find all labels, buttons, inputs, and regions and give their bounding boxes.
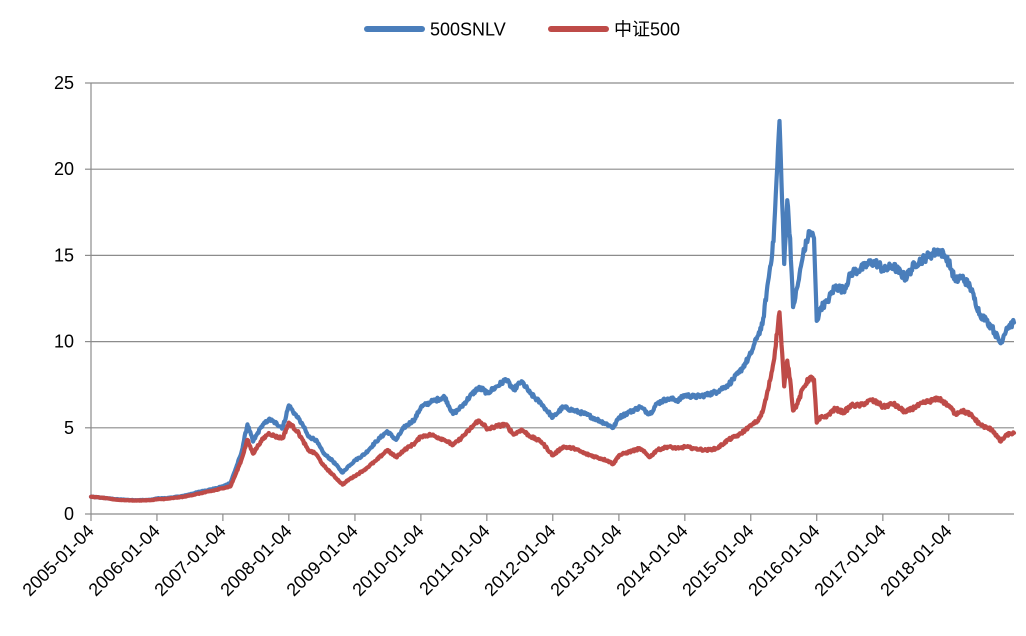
y-tick-label: 10 xyxy=(54,332,74,352)
legend-label: 500SNLV xyxy=(430,20,506,40)
series-layer xyxy=(88,118,1017,503)
y-tick-label: 5 xyxy=(64,418,74,438)
y-tick-label: 0 xyxy=(64,504,74,524)
legend: 500SNLV 中证500 xyxy=(364,20,680,40)
y-tick-label: 25 xyxy=(54,73,74,93)
legend-label: 中证500 xyxy=(614,20,680,40)
grid-layer xyxy=(91,82,1014,429)
y-tick-label: 20 xyxy=(54,159,74,179)
series-line-csi500 xyxy=(88,310,1017,503)
x-tick-label: 2018-01-04 xyxy=(876,521,955,600)
legend-item: 500SNLV xyxy=(364,20,506,40)
series-line-500snlv xyxy=(88,118,1017,503)
x-tick-label: 2010-01-04 xyxy=(348,521,427,600)
axis-layer: 05101520252005-01-042006-01-042007-01-04… xyxy=(19,73,1014,600)
y-tick-label: 15 xyxy=(54,245,74,265)
legend-item: 中证500 xyxy=(548,20,680,40)
